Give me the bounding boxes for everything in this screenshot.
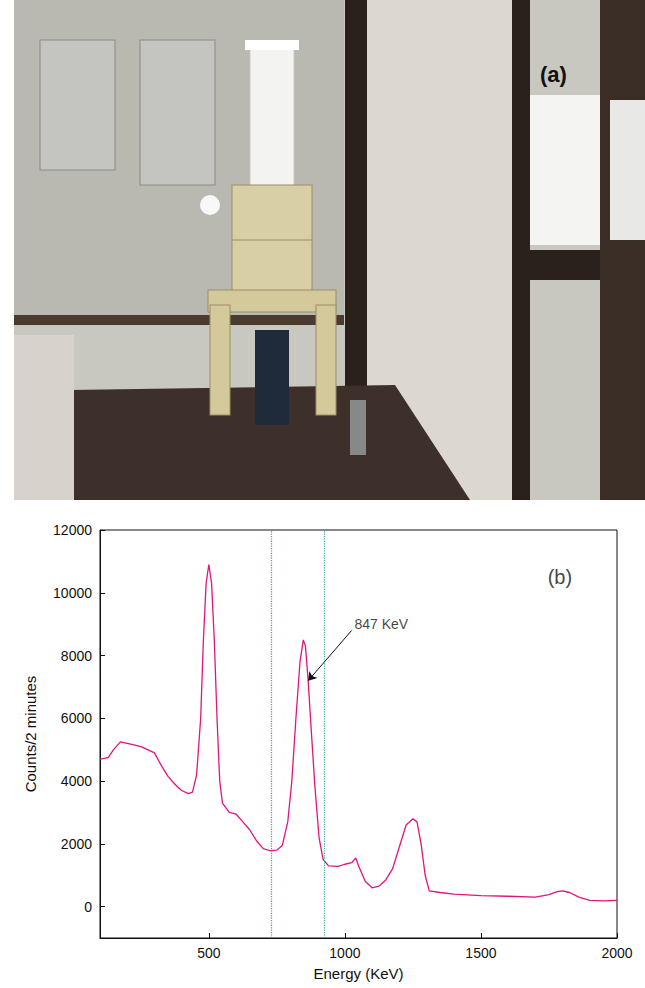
svg-text:1500: 1500: [465, 945, 496, 961]
svg-text:10000: 10000: [53, 585, 92, 601]
svg-text:500: 500: [197, 945, 221, 961]
svg-text:847 KeV: 847 KeV: [354, 616, 408, 632]
svg-text:2000: 2000: [61, 836, 92, 852]
svg-text:2000: 2000: [601, 945, 632, 961]
svg-text:(a): (a): [540, 62, 567, 87]
svg-text:8000: 8000: [61, 648, 92, 664]
svg-text:4000: 4000: [61, 773, 92, 789]
svg-text:(b): (b): [548, 566, 572, 588]
svg-text:0: 0: [84, 899, 92, 915]
svg-text:6000: 6000: [61, 710, 92, 726]
svg-text:Energy (KeV): Energy (KeV): [313, 965, 403, 982]
svg-text:1000: 1000: [329, 945, 360, 961]
svg-text:12000: 12000: [53, 522, 92, 538]
svg-text:Counts/2 minutes: Counts/2 minutes: [22, 676, 39, 793]
